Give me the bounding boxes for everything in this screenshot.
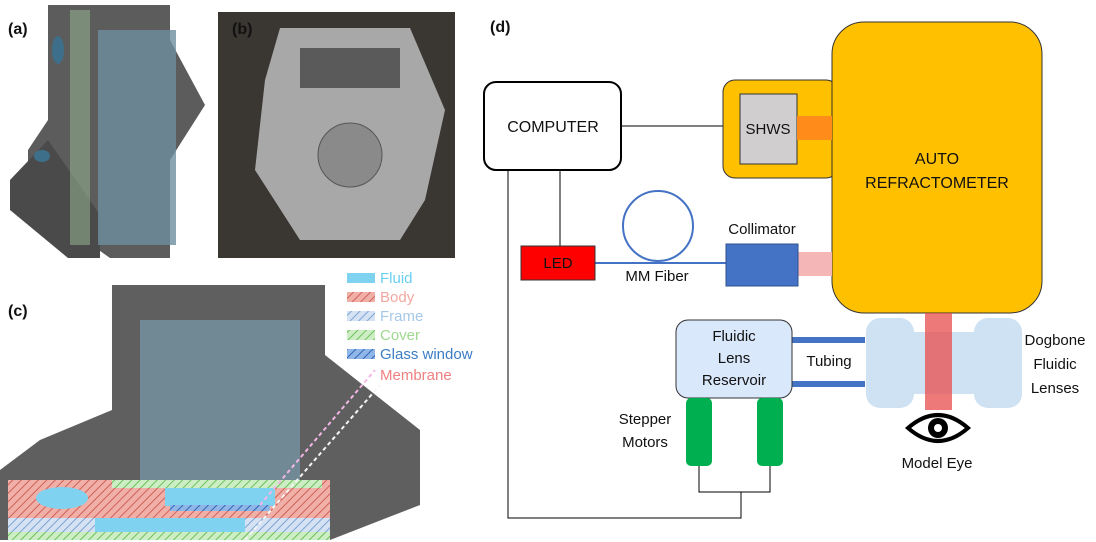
autorefractometer-label: REFRACTOMETER bbox=[865, 175, 1009, 192]
fiber-loop bbox=[623, 191, 693, 261]
motor bbox=[686, 398, 712, 466]
tubing-label: Tubing bbox=[806, 353, 851, 370]
cad-port bbox=[34, 150, 50, 162]
legend-label: Membrane bbox=[380, 367, 452, 384]
section-fluid bbox=[95, 518, 245, 532]
lenses-label: Fluidic bbox=[1033, 356, 1077, 373]
section-glass bbox=[170, 505, 270, 511]
motors-label: Stepper bbox=[619, 411, 672, 428]
computer-label: COMPUTER bbox=[507, 119, 599, 136]
legend-label: Glass window bbox=[380, 346, 473, 363]
panel-c: (c) Fluid Body Frame Cover Glass window … bbox=[0, 270, 473, 540]
collimator-label: Collimator bbox=[728, 221, 796, 238]
lenses-label: Dogbone bbox=[1025, 332, 1086, 349]
tubing bbox=[792, 381, 865, 387]
beam bbox=[797, 116, 832, 140]
legend-swatch bbox=[347, 311, 375, 321]
beam bbox=[798, 252, 832, 276]
section-fluid bbox=[165, 488, 275, 506]
eye-icon bbox=[908, 415, 968, 441]
cad-port bbox=[52, 36, 64, 64]
legend-swatch bbox=[347, 349, 375, 359]
beam bbox=[925, 313, 952, 410]
panel-d: (d) SHWS AUTO REFRACTOMETER COMPUTER LED… bbox=[484, 19, 1085, 518]
legend-swatch bbox=[347, 273, 375, 283]
wire bbox=[699, 466, 770, 492]
motors-label: Motors bbox=[622, 434, 668, 451]
shws-label: SHWS bbox=[746, 121, 791, 138]
section-window bbox=[140, 320, 300, 485]
legend-label: Fluid bbox=[380, 270, 413, 287]
reservoir-label: Fluidic bbox=[712, 328, 756, 345]
eye-label: Model Eye bbox=[902, 455, 973, 472]
reservoir-label: Reservoir bbox=[702, 372, 766, 389]
legend-label: Cover bbox=[380, 327, 420, 344]
panel-b: (b) bbox=[218, 12, 455, 258]
panel-label: (b) bbox=[232, 21, 252, 38]
legend-label: Frame bbox=[380, 308, 423, 325]
panel-label: (a) bbox=[8, 21, 28, 38]
figure: (a) (b) (c) Fluid Body Frame Cover Glass… bbox=[0, 0, 1096, 542]
photo-lens bbox=[318, 123, 382, 187]
photo-slot bbox=[300, 48, 400, 88]
fiber-label: MM Fiber bbox=[625, 268, 688, 285]
tubing bbox=[792, 337, 865, 343]
autorefractometer-label: AUTO bbox=[915, 151, 959, 168]
lenses-label: Lenses bbox=[1031, 380, 1079, 397]
reservoir-label: Lens bbox=[718, 350, 751, 367]
section-fluid-port bbox=[36, 487, 88, 509]
led-label: LED bbox=[543, 255, 572, 272]
legend-swatch bbox=[347, 330, 375, 340]
panel-label: (c) bbox=[8, 303, 28, 320]
cad-window bbox=[98, 30, 176, 245]
panel-a: (a) bbox=[8, 5, 205, 258]
legend: Fluid Body Frame Cover Glass window Memb… bbox=[347, 270, 473, 384]
legend-label: Body bbox=[380, 289, 415, 306]
panel-label: (d) bbox=[490, 19, 510, 36]
section-cover bbox=[8, 532, 330, 540]
collimator-box bbox=[726, 244, 798, 286]
cad-cover bbox=[70, 10, 90, 245]
legend-swatch bbox=[347, 292, 375, 302]
motor bbox=[757, 398, 783, 466]
